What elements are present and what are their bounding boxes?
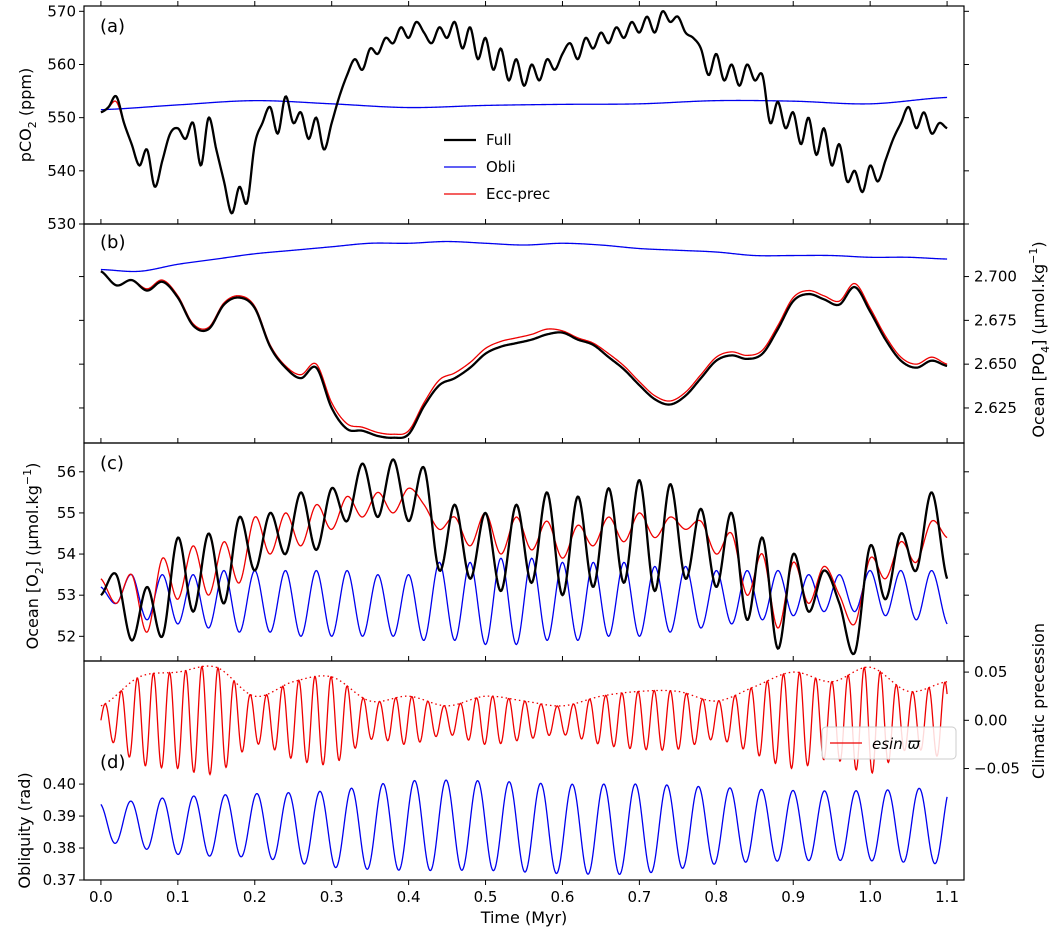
- series-line-full: [100, 270, 948, 440]
- y-tick-label: 0.37: [43, 871, 76, 889]
- panel-a: 530 540 550 560 570 pCO2 (ppm) (a) Full Obli Ecc-…: [16, 2, 969, 233]
- y-tick-label: 54: [57, 545, 76, 563]
- series-line-ecc-prec: [100, 487, 948, 633]
- y-tick-label: 0.00: [974, 711, 1007, 729]
- x-tick-label: 0.2: [243, 888, 267, 906]
- y-tick-label: 2.650: [974, 355, 1017, 373]
- y-tick-label: 530: [47, 215, 76, 233]
- series-line-obli: [100, 557, 948, 646]
- x-tick-label: 0.8: [704, 888, 728, 906]
- y-tick-label: 550: [47, 109, 76, 127]
- x-tick-label: 0.0: [89, 888, 113, 906]
- panel-tag-d: (d): [100, 752, 125, 773]
- series-line-obli: [100, 96, 948, 111]
- x-tick-label: 0.7: [627, 888, 651, 906]
- y-axis-label: Ocean [O2] (μmol.kg−1): [21, 463, 46, 650]
- y-tick-label: −0.05: [974, 760, 1020, 778]
- y-tick-label: 0.39: [43, 807, 76, 825]
- x-tick-label: 0.4: [397, 888, 421, 906]
- panel-b: 2.625 2.650 2.675 2.700 Ocean [PO4] (μmol.kg…: [79, 232, 1052, 440]
- panel-tag-a: (a): [100, 16, 125, 37]
- y-tick-label: 0.40: [43, 775, 76, 793]
- legend: esin ϖ: [821, 726, 957, 760]
- y-tick-label: 570: [47, 2, 76, 20]
- y-tick-label: 0.38: [43, 839, 76, 857]
- series-line-obli: [100, 240, 948, 273]
- series-line-full: [100, 9, 948, 215]
- y-tick-label: 2.675: [974, 311, 1017, 329]
- y-tick-label: 55: [57, 504, 76, 522]
- y-tick-label: 53: [57, 586, 76, 604]
- panel-c: 52 53 54 55 56 Ocean [O2] (μmol.kg−1) (c): [21, 453, 969, 656]
- panel-frame-d: [83, 660, 965, 881]
- legend-entry-label: Ecc-prec: [486, 185, 550, 203]
- y-tick-label: 56: [57, 463, 76, 481]
- y-tick-label: 2.700: [974, 268, 1017, 286]
- precession-line: [100, 665, 948, 776]
- precession-envelope-line: [100, 665, 948, 707]
- x-tick-label: 0.6: [551, 888, 575, 906]
- legend-box: [821, 726, 957, 760]
- x-tick-label: 0.9: [781, 888, 805, 906]
- x-axis-label: Time (Myr): [480, 908, 568, 927]
- y-tick-label: 540: [47, 162, 76, 180]
- y-axis-label: pCO2 (ppm): [16, 68, 39, 162]
- y-axis-label: Obliquity (rad): [15, 772, 34, 888]
- obliquity-line: [100, 779, 948, 876]
- x-tick-label: 0.1: [166, 888, 190, 906]
- x-tick-label: 1.1: [935, 888, 959, 906]
- panel-d: 0.37 0.38 0.39 0.40 −0.05 0.00 0.05 Obliquity (…: [15, 623, 1048, 889]
- x-tick-label: 0.3: [320, 888, 344, 906]
- x-tick-label: 1.0: [858, 888, 882, 906]
- y-axis-label: Ocean [PO4] (μmol.kg−1): [1027, 241, 1052, 437]
- series-line-ecc-prec: [100, 270, 948, 436]
- x-tick-label: 0.5: [474, 888, 498, 906]
- legend-entry-label: Obli: [486, 158, 516, 176]
- legend-entry-label: esin ϖ: [872, 735, 920, 753]
- panel-tag-c: (c): [100, 453, 124, 474]
- series-line-full: [100, 458, 949, 656]
- panel-tag-b: (b): [100, 232, 125, 253]
- y-tick-label: 560: [47, 55, 76, 73]
- y-axis-label-right: Climatic precession: [1029, 623, 1048, 779]
- y-tick-label: 52: [57, 627, 76, 645]
- y-tick-label: 2.625: [974, 399, 1017, 417]
- legend-entry-label: Full: [486, 131, 512, 149]
- y-tick-label: 0.05: [974, 663, 1007, 681]
